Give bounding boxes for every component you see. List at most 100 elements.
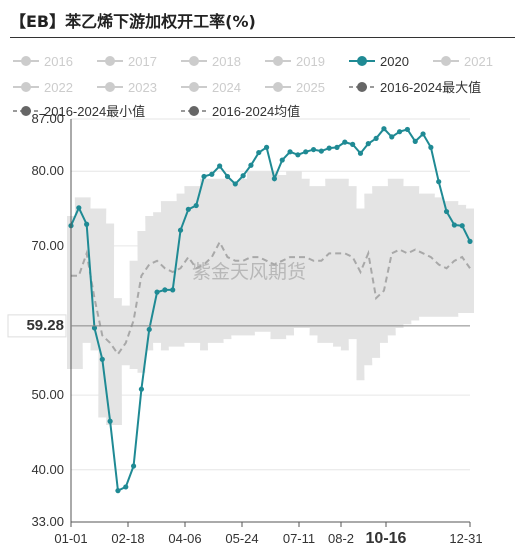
range-band-area — [67, 171, 474, 425]
series-2020-point — [146, 326, 152, 333]
legend-dot-icon — [189, 56, 199, 66]
chart-title: 【EB】苯乙烯下游加权开工率(%) — [10, 12, 256, 31]
chart-title-area: 【EB】苯乙烯下游加权开工率(%) — [10, 2, 515, 38]
series-2020-point — [130, 463, 137, 469]
legend-item-2023[interactable]: 2023 — [97, 80, 157, 95]
legend-dot-icon — [357, 56, 367, 66]
legend-dot-icon — [105, 82, 115, 92]
series-2020-point — [76, 205, 82, 211]
legend-item-2020[interactable]: 2020 — [349, 54, 409, 69]
legend-item-2016-2024均值[interactable]: 2016-2024均值 — [181, 104, 300, 119]
x-tick-label: 07-11 — [283, 531, 315, 546]
legend-label: 2025 — [296, 80, 325, 95]
series-2020-point — [138, 386, 145, 392]
series-2020-point — [357, 150, 364, 156]
series-2020-point — [404, 126, 411, 133]
y-tick-label: 40.00 — [31, 462, 64, 477]
legend-item-2016-2024最大值[interactable]: 2016-2024最大值 — [349, 80, 481, 95]
y-tick-label: 70.00 — [31, 238, 64, 253]
x-tick-label: 12-31 — [449, 531, 482, 546]
legend-label: 2016-2024最大值 — [380, 80, 481, 95]
series-2020-point — [256, 149, 262, 156]
legend-item-2024[interactable]: 2024 — [181, 80, 241, 95]
series-2020-point — [217, 163, 223, 169]
legend-label: 2016-2024最小值 — [44, 104, 145, 119]
series-2020-point — [420, 131, 426, 137]
legend-label: 2020 — [380, 54, 409, 69]
series-2020-point — [177, 227, 184, 233]
series-2020-point — [467, 238, 473, 244]
average-line-path — [71, 239, 471, 356]
series-2020-point — [428, 144, 434, 150]
series-2020-point — [326, 145, 332, 151]
series-2020-point — [248, 162, 254, 168]
series-2020-point — [279, 157, 285, 163]
legend-label: 2017 — [128, 54, 157, 69]
x-tick-label: 10-16 — [366, 530, 407, 547]
average-line — [71, 239, 471, 356]
series-2020-point — [373, 135, 379, 142]
series-2020-point — [451, 222, 457, 228]
series-2020-point — [389, 134, 395, 140]
legend-item-2016-2024最小值[interactable]: 2016-2024最小值 — [13, 104, 145, 119]
legend-label: 2016 — [44, 54, 73, 69]
series-2020-point — [232, 181, 238, 187]
legend-label: 2018 — [212, 54, 241, 69]
series-2020-point — [459, 223, 465, 229]
legend-item-2021[interactable]: 2021 — [433, 54, 493, 69]
legend: 2016 2017 2018 2019 2020 2021 2022 2023 2024 2025… — [13, 54, 493, 119]
series-2020-point — [342, 139, 348, 145]
legend-label: 2023 — [128, 80, 157, 95]
series-2020-point — [287, 149, 293, 155]
series-2020-line — [70, 127, 471, 493]
x-tick-label: 02-18 — [111, 531, 144, 546]
legend-dot-icon — [273, 56, 283, 66]
title-underline — [10, 37, 515, 38]
legend-dot-icon — [21, 82, 31, 92]
legend-label: 2016-2024均值 — [212, 104, 300, 119]
legend-dot-icon — [105, 56, 115, 66]
x-tick-label: 01-01 — [54, 531, 87, 546]
series-2020-point — [99, 356, 105, 362]
x-tick-label: 08-2 — [328, 531, 354, 546]
legend-dot-icon — [441, 56, 451, 66]
crosshair-label-box — [7, 314, 67, 338]
y-tick-label: 33.00 — [31, 514, 64, 529]
x-tick-label: 05-24 — [225, 531, 258, 546]
legend-dot-icon — [357, 82, 367, 92]
series-2020-point — [365, 141, 371, 147]
series-2020 — [68, 126, 473, 494]
y-tick-label: 80.00 — [31, 163, 64, 178]
series-2020-point — [154, 289, 160, 295]
series-2020-point — [350, 141, 356, 147]
legend-item-2019[interactable]: 2019 — [265, 54, 325, 69]
series-2020-point — [170, 287, 176, 293]
series-2020-point — [396, 129, 403, 135]
legend-label: 2019 — [296, 54, 325, 69]
series-2020-point — [443, 208, 450, 215]
y-tick-label: 87.00 — [31, 111, 64, 126]
series-2020-point — [240, 173, 246, 179]
series-2020-point — [436, 179, 442, 185]
legend-dot-icon — [21, 106, 31, 116]
legend-dot-icon — [21, 56, 31, 66]
legend-item-2016[interactable]: 2016 — [13, 54, 73, 69]
x-tick-label: 04-06 — [168, 531, 201, 546]
legend-item-2022[interactable]: 2022 — [13, 80, 73, 95]
legend-item-2025[interactable]: 2025 — [265, 80, 325, 95]
legend-item-2017[interactable]: 2017 — [97, 54, 157, 69]
series-2020-point — [193, 202, 199, 209]
series-2020-point — [295, 152, 301, 158]
series-2020-point — [84, 221, 90, 227]
watermark: 紫金天风期货 — [192, 261, 306, 283]
legend-dot-icon — [273, 82, 283, 92]
legend-item-2018[interactable]: 2018 — [181, 54, 241, 69]
series-2020-point — [115, 488, 121, 494]
series-2020-point — [318, 148, 324, 154]
legend-label: 2024 — [212, 80, 241, 95]
series-2020-point — [303, 149, 309, 155]
series-2020-point — [209, 171, 215, 177]
series-2020-point — [310, 146, 317, 153]
series-2020-point — [185, 206, 191, 212]
